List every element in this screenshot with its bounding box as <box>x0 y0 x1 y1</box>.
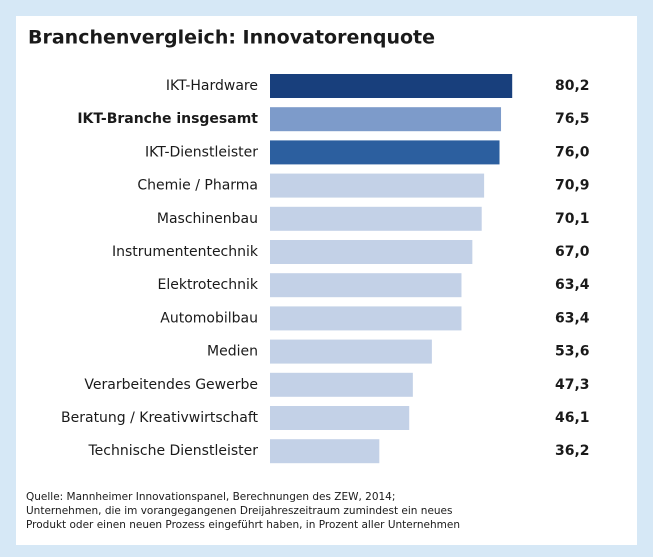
category-label: IKT-Branche insgesamt <box>77 111 258 127</box>
category-label: Chemie / Pharma <box>137 178 258 194</box>
value-label: 80,2 <box>555 78 590 94</box>
value-label: 53,6 <box>555 344 590 360</box>
footnote: Unternehmen, die im vorangegangenen Drei… <box>26 505 453 517</box>
bar <box>270 206 482 231</box>
bar <box>270 372 413 397</box>
bar <box>270 273 462 298</box>
footnote: Quelle: Mannheimer Innovationspanel, Ber… <box>26 491 395 503</box>
value-label: 63,4 <box>555 277 590 293</box>
value-label: 70,1 <box>555 211 590 227</box>
bar <box>270 173 485 198</box>
category-label: Beratung / Kreativwirtschaft <box>61 410 258 426</box>
category-label: IKT-Hardware <box>166 78 258 94</box>
chart-title: Branchenvergleich: Innovatorenquote <box>28 27 435 49</box>
category-label: Technische Dienstleister <box>87 443 258 459</box>
value-label: 70,9 <box>555 178 590 194</box>
bar <box>270 439 380 464</box>
value-label: 63,4 <box>555 310 590 326</box>
value-label: 47,3 <box>555 377 590 393</box>
value-label: 67,0 <box>555 244 590 260</box>
category-label: IKT-Dienstleister <box>145 144 258 160</box>
category-label: Elektrotechnik <box>157 277 258 293</box>
bar <box>270 74 513 98</box>
bar <box>270 140 500 165</box>
category-label: Maschinenbau <box>157 211 258 227</box>
bar <box>270 107 502 132</box>
bar <box>270 306 462 331</box>
value-label: 46,1 <box>555 410 590 426</box>
footnote: Produkt oder einen neuen Prozess eingefü… <box>26 519 460 531</box>
category-label: Instrumententechnik <box>112 244 259 260</box>
bar <box>270 240 473 264</box>
value-label: 76,0 <box>555 144 590 160</box>
bar <box>270 339 432 364</box>
category-label: Verarbeitendes Gewerbe <box>84 377 258 393</box>
category-label: Medien <box>207 344 258 360</box>
value-label: 36,2 <box>555 443 590 459</box>
category-label: Automobilbau <box>160 310 258 326</box>
bar <box>270 406 410 430</box>
value-label: 76,5 <box>555 111 590 127</box>
